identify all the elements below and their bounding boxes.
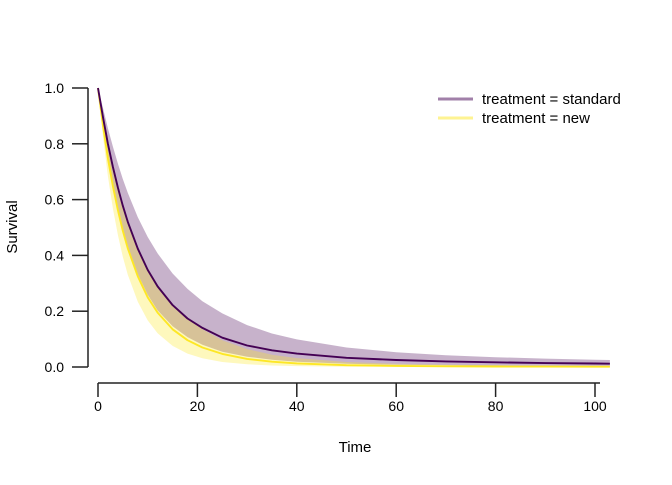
y-tick-label: 0.4 <box>45 247 65 263</box>
confidence-bands <box>98 88 610 367</box>
y-tick-label: 0.0 <box>45 359 65 375</box>
x-tick-label: 0 <box>94 398 102 414</box>
y-axis: 0.0 0.2 0.4 0.6 0.8 1.0 <box>45 80 89 375</box>
x-tick-label: 20 <box>190 398 206 414</box>
y-tick-label: 1.0 <box>45 80 65 96</box>
x-tick-label: 40 <box>289 398 305 414</box>
y-axis-title: Survival <box>4 200 21 253</box>
confidence-band <box>98 88 610 367</box>
x-axis-title: Time <box>339 439 372 456</box>
x-tick-label: 60 <box>388 398 404 414</box>
x-tick-label: 80 <box>488 398 504 414</box>
y-tick-label: 0.2 <box>45 303 65 319</box>
survival-curve <box>97 87 610 368</box>
y-tick-label: 0.6 <box>45 192 65 208</box>
x-axis: 0 20 40 60 80 100 <box>94 382 607 414</box>
x-tick-label: 100 <box>583 398 607 414</box>
y-tick-label: 0.8 <box>45 136 65 152</box>
survival-curves <box>97 87 610 368</box>
legend: treatment = standard treatment = new <box>438 91 621 127</box>
legend-label: treatment = standard <box>482 91 621 108</box>
legend-label: treatment = new <box>482 110 590 127</box>
survival-curve <box>97 87 610 365</box>
